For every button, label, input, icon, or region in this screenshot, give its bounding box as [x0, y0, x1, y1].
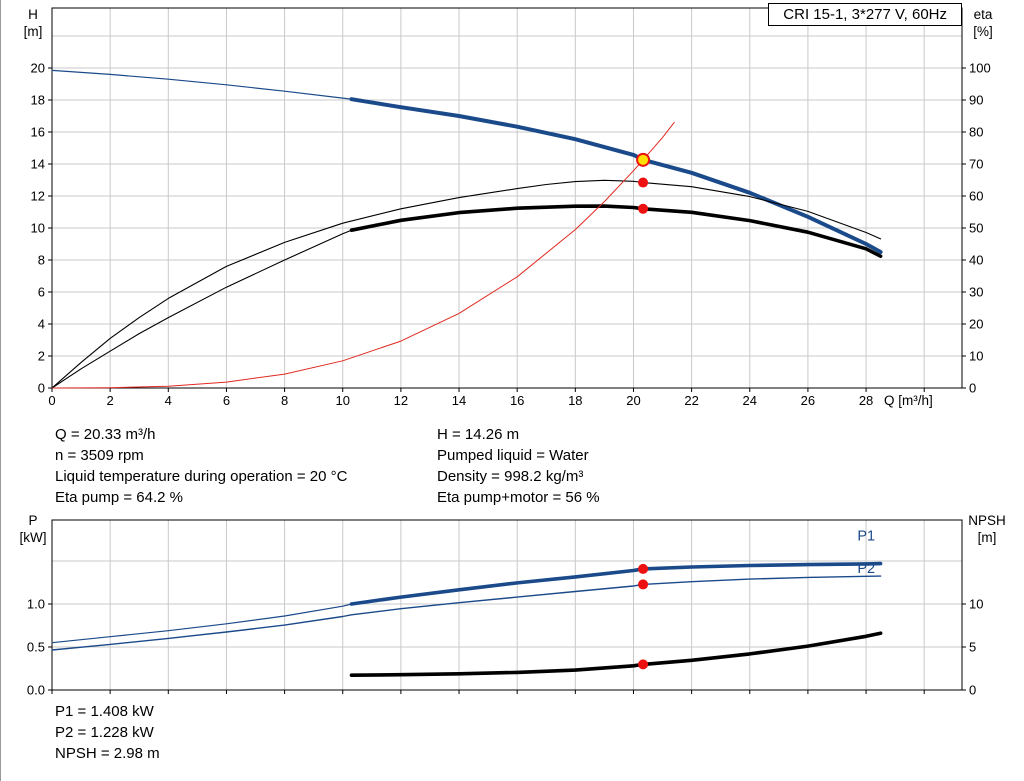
- duty-info-left-column: Q = 20.33 m³/h n = 3509 rpm Liquid tempe…: [55, 424, 347, 508]
- series-p1: [349, 561, 883, 606]
- right-tick-label: 0: [969, 683, 976, 698]
- left-tick-label: 16: [31, 125, 45, 140]
- info-head: H = 14.26 m: [437, 426, 520, 443]
- info-flow: Q = 20.33 m³/h: [55, 426, 156, 443]
- left-tick-label: 0.5: [27, 640, 45, 655]
- left-tick-label: 0.0: [27, 683, 45, 698]
- right-tick-label: 20: [969, 317, 983, 332]
- info-liquid-temperature: Liquid temperature during operation = 20…: [55, 468, 348, 485]
- x-tick-label: 28: [859, 393, 873, 408]
- x-tick-label: 22: [684, 393, 698, 408]
- series-npsh: [349, 631, 883, 677]
- left-tick-label: 4: [38, 317, 45, 332]
- right-tick-label: 40: [969, 253, 983, 268]
- left-tick-label: 10: [31, 221, 45, 236]
- duty-dot-marker: [638, 659, 649, 670]
- duty-dot-marker: [638, 177, 649, 188]
- right-tick-label: 5: [969, 640, 976, 655]
- right-axis-title: eta: [974, 7, 993, 22]
- duty-info-right-column: H = 14.26 m Pumped liquid = Water Densit…: [437, 424, 600, 508]
- x-tick-label: 18: [568, 393, 582, 408]
- x-tick-label: 2: [107, 393, 114, 408]
- left-axis-title: [m]: [24, 24, 43, 39]
- right-tick-label: 90: [969, 93, 983, 108]
- left-tick-label: 18: [31, 93, 45, 108]
- info-p1: P1 = 1.408 kW: [55, 703, 154, 720]
- info-pumped-liquid: Pumped liquid = Water: [437, 447, 589, 464]
- left-tick-label: 1.0: [27, 597, 45, 612]
- x-axis-title: Q [m³/h]: [884, 393, 933, 408]
- info-eta-pump-motor: Eta pump+motor = 56 %: [437, 489, 600, 506]
- duty-dot-marker: [638, 563, 649, 574]
- duty-point-marker: [636, 152, 651, 167]
- right-tick-label: 60: [969, 189, 983, 204]
- info-density: Density = 998.2 kg/m³: [437, 468, 584, 485]
- right-tick-label: 0: [969, 381, 976, 396]
- left-axis-title: [kW]: [20, 530, 47, 545]
- x-tick-label: 8: [281, 393, 288, 408]
- x-tick-label: 16: [510, 393, 524, 408]
- x-tick-label: 24: [743, 393, 757, 408]
- series-eta-pump: [51, 179, 882, 389]
- right-tick-label: 70: [969, 157, 983, 172]
- series-pump-hq-thin: [51, 69, 353, 100]
- pump-title-box: CRI 15-1, 3*277 V, 60Hz: [768, 3, 962, 26]
- left-tick-label: 12: [31, 189, 45, 204]
- right-axis-title: [%]: [973, 24, 993, 39]
- series-speed-curve: [51, 121, 675, 389]
- left-tick-label: 2: [38, 349, 45, 364]
- series-label-p1: P1: [857, 528, 875, 544]
- right-tick-label: 10: [969, 597, 983, 612]
- info-speed: n = 3509 rpm: [55, 447, 144, 464]
- power-info-block: P1 = 1.408 kW P2 = 1.228 kW NPSH = 2.98 …: [55, 701, 160, 764]
- info-npsh: NPSH = 2.98 m: [55, 745, 160, 762]
- x-tick-label: 12: [394, 393, 408, 408]
- x-tick-label: 0: [48, 393, 55, 408]
- left-tick-label: 0: [38, 381, 45, 396]
- left-axis-title: H: [28, 7, 38, 22]
- left-tick-label: 8: [38, 253, 45, 268]
- pump-title: CRI 15-1, 3*277 V, 60Hz: [783, 6, 947, 23]
- info-eta-pump: Eta pump = 64.2 %: [55, 489, 183, 506]
- x-tick-label: 6: [223, 393, 230, 408]
- power-npsh-chart: 0.0 0.5 1.0 0 5 10 P [kW] NPSH [m] P1 P2: [20, 513, 1006, 698]
- series-eta-pump-motor-thin: [51, 229, 353, 389]
- left-tick-label: 20: [31, 61, 45, 76]
- info-p2: P2 = 1.228 kW: [55, 724, 154, 741]
- left-axis-title: P: [28, 513, 37, 528]
- left-tick-label: 6: [38, 285, 45, 300]
- right-tick-label: 30: [969, 285, 983, 300]
- right-axis-title: [m]: [978, 530, 997, 545]
- right-tick-label: 100: [969, 61, 991, 76]
- series-label-p2: P2: [857, 561, 875, 577]
- plot-frame: [51, 7, 963, 389]
- duty-dot-marker: [638, 579, 649, 590]
- left-tick-label: 14: [31, 157, 45, 172]
- window-edge-line: [0, 0, 1, 781]
- right-axis-title: NPSH: [968, 513, 1006, 528]
- right-tick-label: 50: [969, 221, 983, 236]
- plot-frame: [51, 519, 963, 691]
- duty-point-info-block: Q = 20.33 m³/h n = 3509 rpm Liquid tempe…: [0, 424, 1024, 510]
- hq-eta-chart: 0 2 4 6 8 10 12 14 16 18 20 22 24 26 28024681012141618…: [24, 7, 993, 408]
- x-tick-label: 4: [165, 393, 172, 408]
- x-tick-label: 26: [801, 393, 815, 408]
- x-tick-label: 14: [452, 393, 466, 408]
- series-eta-pump-motor: [349, 204, 883, 259]
- x-tick-label: 10: [336, 393, 350, 408]
- x-tick-label: 20: [626, 393, 640, 408]
- right-tick-label: 80: [969, 125, 983, 140]
- series-p1-thin: [51, 603, 353, 644]
- series-p2: [51, 575, 882, 651]
- duty-dot-marker: [638, 203, 649, 214]
- right-tick-label: 10: [969, 349, 983, 364]
